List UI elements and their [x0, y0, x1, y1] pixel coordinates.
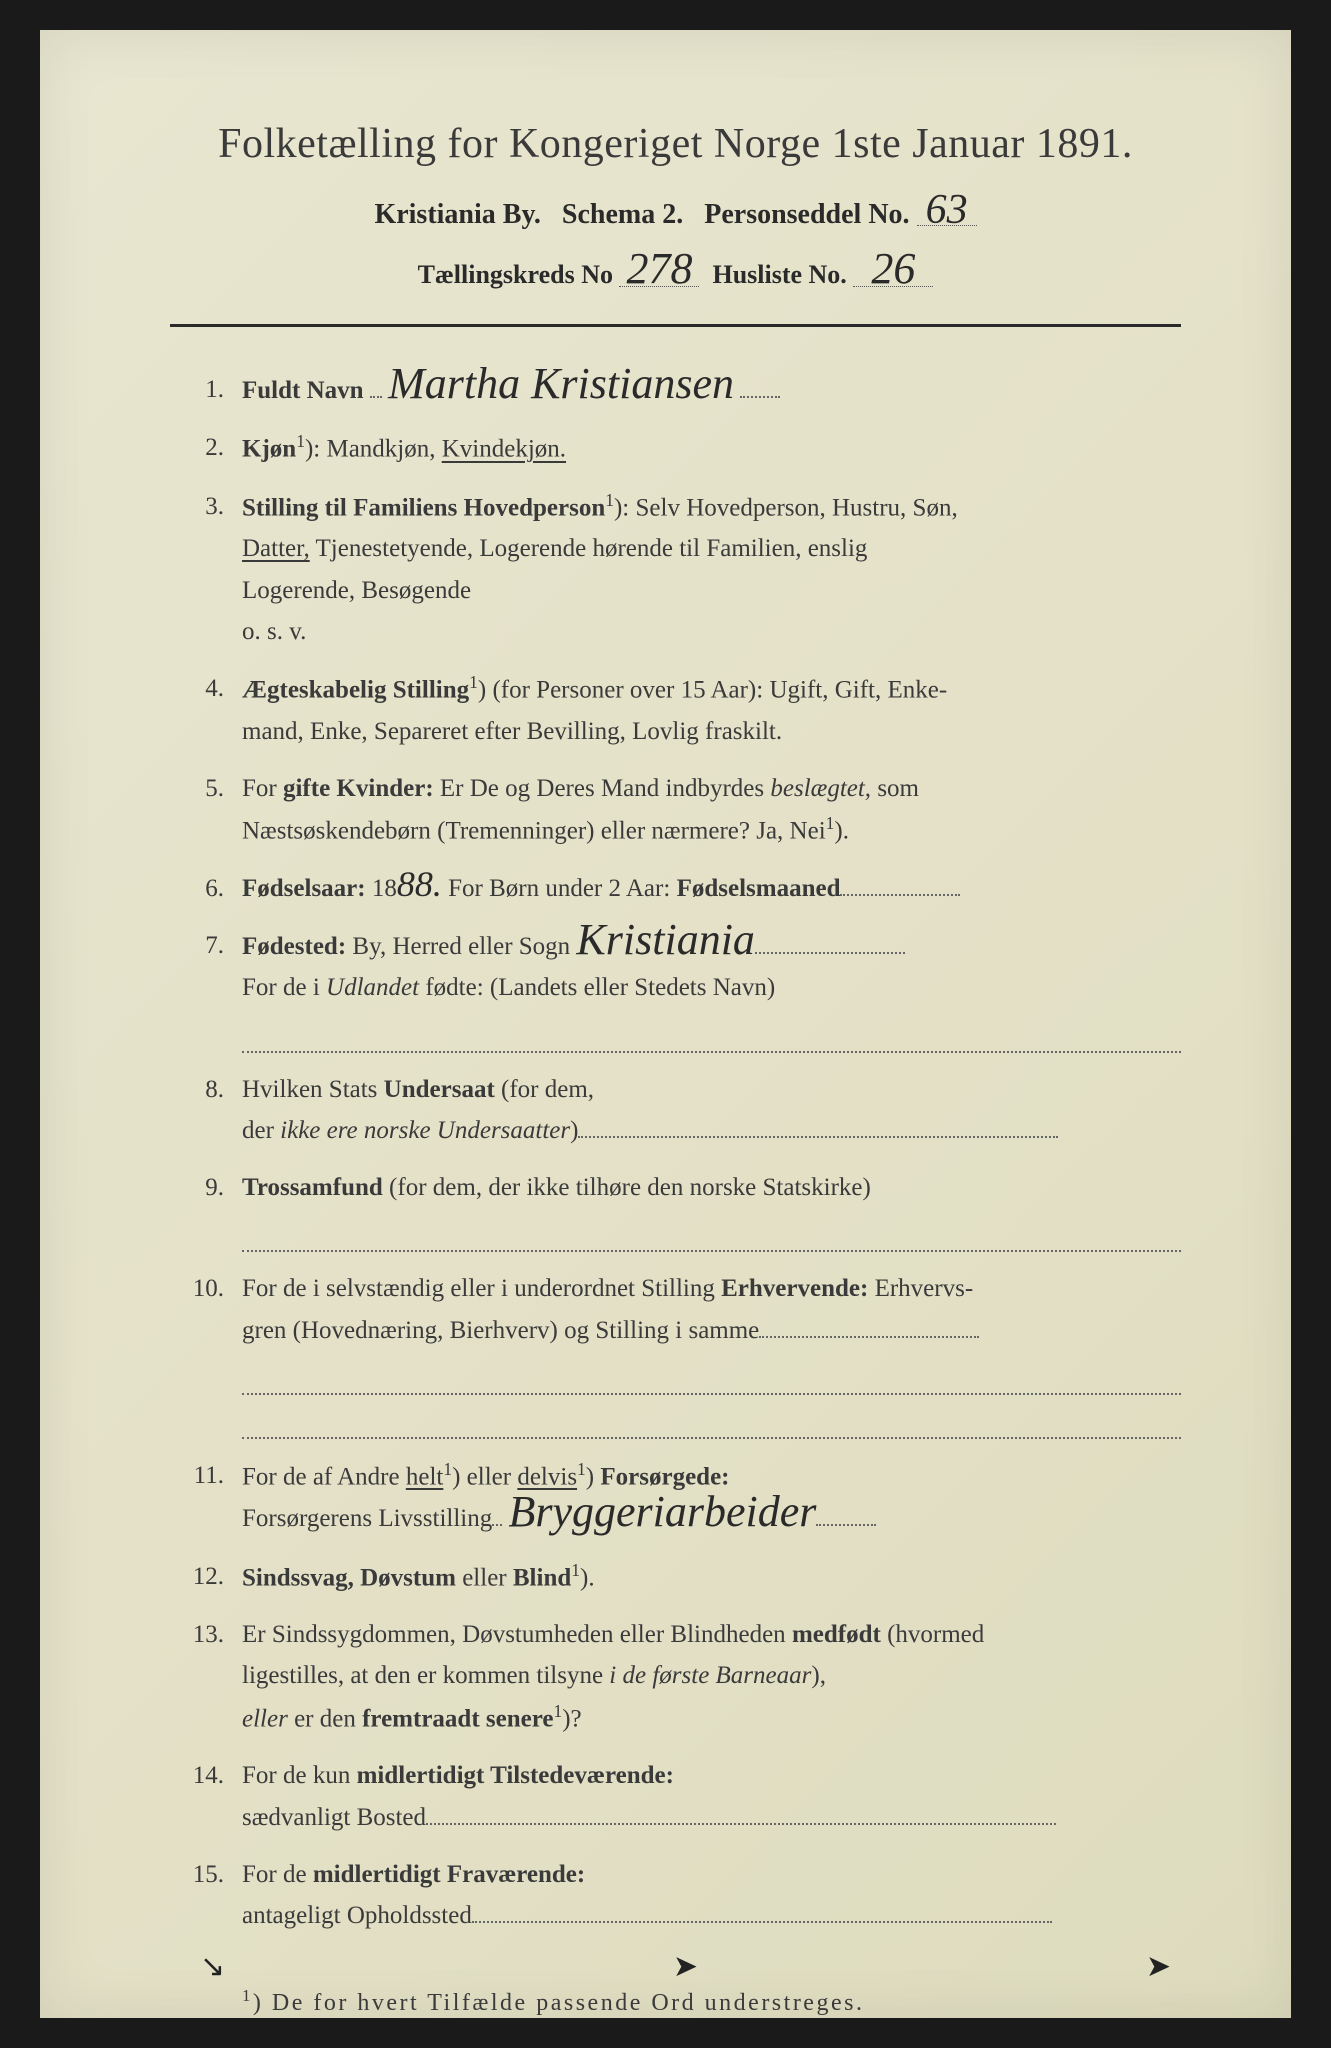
- item-7: 7. Fødested: By, Herred eller Sogn Krist…: [180, 925, 1181, 1053]
- dotted-line-10a: [242, 1355, 1181, 1395]
- label-12: Sindssvag, Døvstum: [242, 1564, 456, 1591]
- item-5: 5. For gifte Kvinder: Er De og Deres Man…: [180, 768, 1181, 852]
- footnote-text: ) De for hvert Tilfælde passende Ord und…: [253, 1990, 865, 2016]
- mark-right-icon: ➤: [1146, 1949, 1171, 1984]
- label-14: midlertidigt Tilstedeværende:: [357, 1762, 674, 1789]
- label-7: Fødested:: [242, 933, 346, 960]
- item-4: 4. Ægteskabelig Stilling1) (for Personer…: [180, 668, 1181, 752]
- dotted-line-10b: [242, 1399, 1181, 1439]
- num-15: 15.: [180, 1854, 242, 1937]
- num-9: 9.: [180, 1167, 242, 1252]
- num-6: 6.: [180, 868, 242, 909]
- label-10: Erhvervende:: [721, 1275, 868, 1302]
- husliste-label: Husliste No.: [712, 260, 846, 289]
- birthplace: Kristiania: [576, 925, 755, 956]
- kvindekjon: Kvindekjøn.: [442, 436, 566, 463]
- num-12: 12.: [180, 1556, 242, 1599]
- item-8: 8. Hvilken Stats Undersaat (for dem, der…: [180, 1069, 1181, 1152]
- main-title: Folketælling for Kongeriget Norge 1ste J…: [170, 120, 1181, 168]
- personseddel-label: Personseddel No.: [704, 199, 909, 230]
- label-3: Stilling til Familiens Hovedperson: [242, 494, 605, 521]
- label-5: gifte Kvinder:: [283, 775, 434, 802]
- mark-left-icon: ↘: [200, 1949, 225, 1984]
- birth-year: 88.: [397, 872, 442, 897]
- item-9: 9. Trossamfund (for dem, der ikke tilhør…: [180, 1167, 1181, 1252]
- item-13: 13. Er Sindssygdommen, Døvstumheden elle…: [180, 1614, 1181, 1739]
- label-9: Trossamfund: [242, 1174, 383, 1201]
- taellingskreds-label: Tællingskreds No: [418, 260, 613, 289]
- label-15: midlertidigt Fraværende:: [313, 1861, 585, 1888]
- label-11: Forsørgede:: [600, 1463, 729, 1490]
- num-13: 13.: [180, 1614, 242, 1739]
- item-11: 11. For de af Andre helt1) eller delvis1…: [180, 1455, 1181, 1540]
- dotted-line-7: [242, 1013, 1181, 1053]
- label-1: Fuldt Navn: [242, 377, 364, 404]
- num-3: 3.: [180, 486, 242, 652]
- form-items: 1. Fuldt Navn Martha Kristiansen 2. Kjøn…: [170, 369, 1181, 1936]
- item-15: 15. For de midlertidigt Fraværende: anta…: [180, 1854, 1181, 1937]
- sub-line-2: Tællingskreds No 278 Husliste No. 26: [170, 251, 1181, 290]
- item-3: 3. Stilling til Familiens Hovedperson1):…: [180, 486, 1181, 652]
- dotted-line-9: [242, 1212, 1181, 1252]
- num-10: 10.: [180, 1268, 242, 1439]
- bottom-marks: ↘ ➤ ➤: [40, 1949, 1291, 1984]
- num-11: 11.: [180, 1455, 242, 1540]
- datter: Datter,: [242, 535, 310, 562]
- city: Kristiania By.: [374, 199, 540, 230]
- num-7: 7.: [180, 925, 242, 1053]
- name-value: Martha Kristiansen: [388, 369, 734, 400]
- divider: [170, 324, 1181, 327]
- num-4: 4.: [180, 668, 242, 752]
- label-2: Kjøn: [242, 436, 296, 463]
- census-form-page: Folketælling for Kongeriget Norge 1ste J…: [40, 30, 1291, 2018]
- provider-occupation: Bryggeriarbeider: [508, 1497, 816, 1528]
- num-14: 14.: [180, 1755, 242, 1838]
- num-8: 8.: [180, 1069, 242, 1152]
- footnote: 1) De for hvert Tilfælde passende Ord un…: [170, 1986, 1181, 2017]
- item-1: 1. Fuldt Navn Martha Kristiansen: [180, 369, 1181, 411]
- item-10: 10. For de i selvstændig eller i underor…: [180, 1268, 1181, 1439]
- schema: Schema 2.: [562, 199, 683, 230]
- label-4: Ægteskabelig Stilling: [242, 676, 469, 703]
- item-6: 6. Fødselsaar: 1888. For Børn under 2 Aa…: [180, 868, 1181, 909]
- subtitle-line: Kristiania By. Schema 2. Personseddel No…: [170, 196, 1181, 231]
- num-2: 2.: [180, 427, 242, 470]
- label-6: Fødselsaar:: [242, 875, 366, 902]
- item-2: 2. Kjøn1): Mandkjøn, Kvindekjøn.: [180, 427, 1181, 470]
- label-8: Undersaat: [384, 1076, 495, 1103]
- label-13: medfødt: [792, 1621, 881, 1648]
- taellingskreds-no: 278: [619, 251, 699, 287]
- num-1: 1.: [180, 369, 242, 411]
- mark-mid-icon: ➤: [673, 1949, 698, 1984]
- husliste-no: 26: [853, 251, 933, 287]
- num-5: 5.: [180, 768, 242, 852]
- personseddel-no: 63: [917, 196, 977, 226]
- item-12: 12. Sindssvag, Døvstum eller Blind1).: [180, 1556, 1181, 1599]
- item-14: 14. For de kun midlertidigt Tilstedevære…: [180, 1755, 1181, 1838]
